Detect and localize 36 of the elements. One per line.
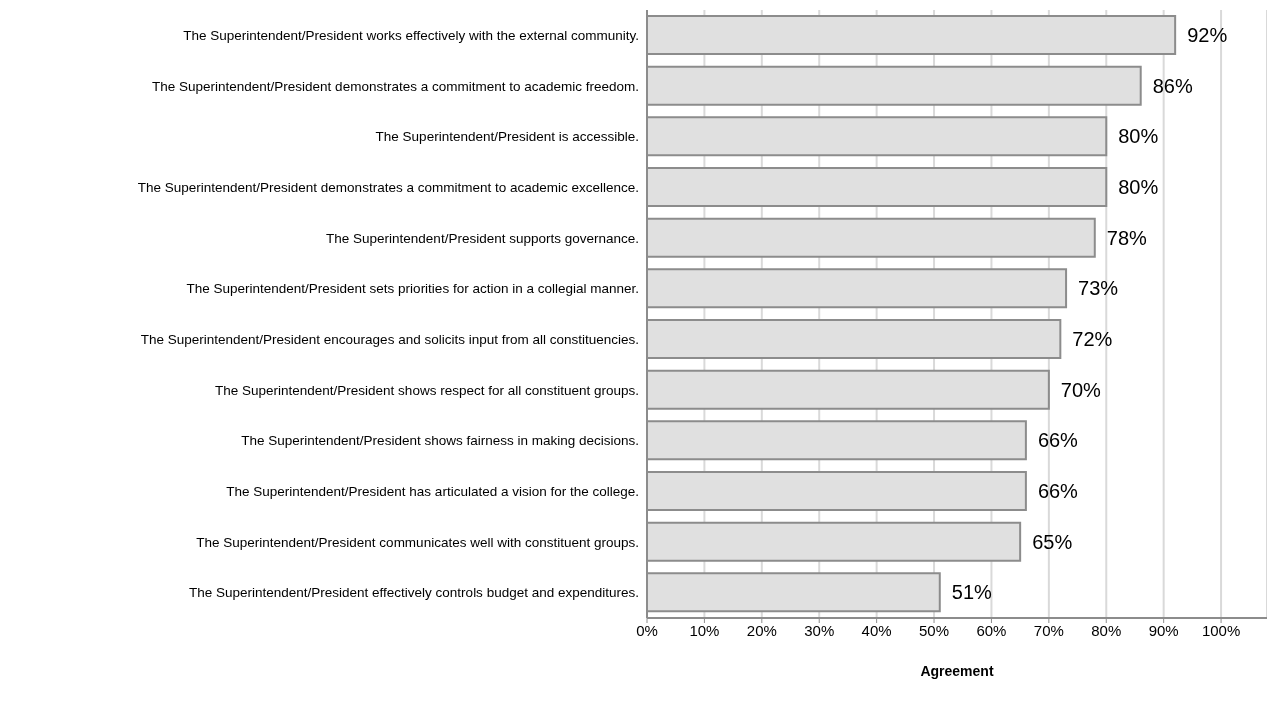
x-tick-label: 100% xyxy=(1201,621,1241,639)
x-tick-label: 40% xyxy=(861,621,892,639)
x-tick-label: 90% xyxy=(1148,621,1179,639)
data-label: 80% xyxy=(1118,176,1159,199)
x-axis-title: Agreement xyxy=(920,663,994,679)
x-tick-label: 80% xyxy=(1091,621,1122,639)
y-tick-label: The Superintendent/President has articulated a vision for the college. xyxy=(226,484,639,500)
x-tick-label: 0% xyxy=(636,621,658,639)
y-tick-label: The Superintendent/President encourages and solicits input from all constituencies. xyxy=(140,332,639,348)
data-label: 66% xyxy=(1037,429,1079,452)
data-label: 80% xyxy=(1118,125,1159,148)
data-label: 73% xyxy=(1078,277,1119,300)
y-tick-label: The Superintendent/President supports governance. xyxy=(326,230,639,246)
data-label: 72% xyxy=(1072,328,1113,351)
x-tick-label: 30% xyxy=(804,621,835,639)
data-label: 51% xyxy=(951,581,993,604)
x-tick-label: 10% xyxy=(689,621,720,639)
data-label: 92% xyxy=(1187,24,1228,47)
data-label: 78% xyxy=(1106,226,1148,249)
y-tick-label: The Superintendent/President effectively controls budget and expenditures. xyxy=(188,585,639,601)
y-tick-label: The Superintendent/President shows fairness in making decisions. xyxy=(241,433,639,449)
y-tick-label: The Superintendent/President works effectively with the external community. xyxy=(183,28,639,44)
y-tick-label: The Superintendent/President shows respect for all constituent groups. xyxy=(215,382,639,398)
data-label: 70% xyxy=(1060,378,1102,401)
data-label: 66% xyxy=(1037,480,1079,503)
y-tick-label: The Superintendent/President communicates well with constituent groups. xyxy=(196,534,639,550)
y-tick-label: The Superintendent/President demonstrates a commitment to academic freedom. xyxy=(152,78,639,94)
data-label: 86% xyxy=(1152,74,1193,97)
y-tick-label: The Superintendent/President demonstrates a commitment to academic excellence. xyxy=(137,180,639,196)
data-label: 65% xyxy=(1032,530,1073,553)
x-tick-label: 60% xyxy=(976,621,1007,639)
y-tick-label: The Superintendent/President sets priorities for action in a collegial manner. xyxy=(186,281,639,297)
x-tick-label: 50% xyxy=(919,621,950,639)
x-tick-label: 20% xyxy=(746,621,777,639)
y-tick-label: The Superintendent/President is accessible. xyxy=(375,129,639,145)
x-tick-label: 70% xyxy=(1033,621,1064,639)
